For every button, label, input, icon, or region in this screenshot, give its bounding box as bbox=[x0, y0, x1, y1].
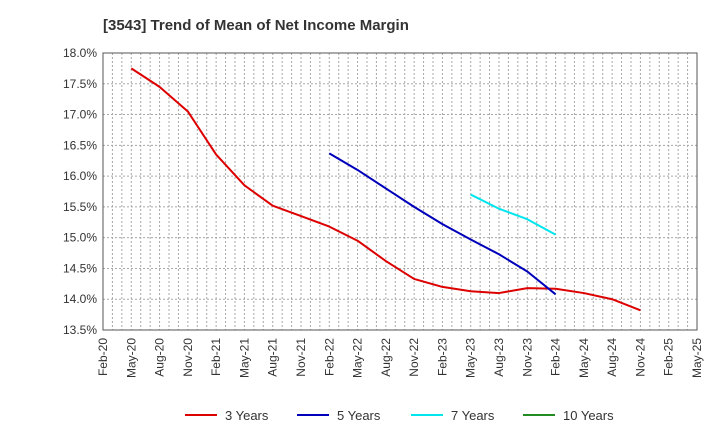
series-line-7-years bbox=[470, 193, 557, 236]
chart-title: [3543] Trend of Mean of Net Income Margi… bbox=[103, 17, 409, 34]
legend-label: 5 Years bbox=[337, 408, 381, 423]
x-tick-label: Aug-24 bbox=[605, 338, 619, 377]
x-tick-label: Nov-20 bbox=[181, 338, 195, 377]
x-tick-label: May-22 bbox=[351, 338, 365, 378]
y-tick-label: 15.5% bbox=[63, 200, 97, 214]
series-line-5-years bbox=[328, 152, 557, 296]
series-layer bbox=[130, 67, 641, 312]
x-tick-labels: Feb-20 May-20 Aug-20 Nov-20 Feb-21 May-21 Aug-… bbox=[96, 338, 704, 378]
x-tick-label: Aug-22 bbox=[379, 338, 393, 377]
x-tick-label: Feb-23 bbox=[435, 338, 449, 376]
x-tick-label: Aug-23 bbox=[492, 338, 506, 377]
legend-label: 7 Years bbox=[451, 408, 495, 423]
x-tick-label: Nov-21 bbox=[294, 338, 308, 377]
y-tick-label: 16.0% bbox=[63, 169, 97, 183]
x-tick-label: May-20 bbox=[124, 338, 138, 378]
legend: 3 Years 5 Years 7 Years 10 Years bbox=[185, 408, 614, 423]
y-tick-label: 17.5% bbox=[63, 77, 97, 91]
x-tick-label: Nov-24 bbox=[633, 338, 647, 377]
x-tick-label: May-23 bbox=[464, 338, 478, 378]
y-tick-label: 16.5% bbox=[63, 138, 97, 152]
y-tick-label: 18.0% bbox=[63, 46, 97, 60]
x-tick-label: May-25 bbox=[690, 338, 704, 378]
y-tick-label: 13.5% bbox=[63, 323, 97, 337]
grid-layer bbox=[103, 53, 697, 330]
x-tick-label: May-21 bbox=[237, 338, 251, 378]
x-tick-label: Feb-25 bbox=[662, 338, 676, 376]
x-tick-label: Feb-20 bbox=[96, 338, 110, 376]
x-tick-label: Nov-23 bbox=[520, 338, 534, 377]
x-tick-label: Feb-22 bbox=[322, 338, 336, 376]
series-line-3-years bbox=[130, 67, 641, 312]
y-tick-label: 14.5% bbox=[63, 261, 97, 275]
x-tick-label: Feb-21 bbox=[209, 338, 223, 376]
x-tick-label: Aug-21 bbox=[266, 338, 280, 377]
x-tick-label: Nov-22 bbox=[407, 338, 421, 377]
legend-label: 10 Years bbox=[563, 408, 614, 423]
x-tick-label: May-24 bbox=[577, 338, 591, 378]
y-tick-label: 14.0% bbox=[63, 292, 97, 306]
y-tick-label: 15.0% bbox=[63, 231, 97, 245]
x-tick-label: Aug-20 bbox=[153, 338, 167, 377]
y-tick-labels: 13.5% 14.0% 14.5% 15.0% 15.5% 16.0% 16.5% 17.0%… bbox=[63, 46, 97, 337]
y-tick-label: 17.0% bbox=[63, 108, 97, 122]
plot-frame bbox=[102, 52, 698, 331]
legend-label: 3 Years bbox=[225, 408, 269, 423]
x-tick-label: Feb-24 bbox=[549, 338, 563, 376]
